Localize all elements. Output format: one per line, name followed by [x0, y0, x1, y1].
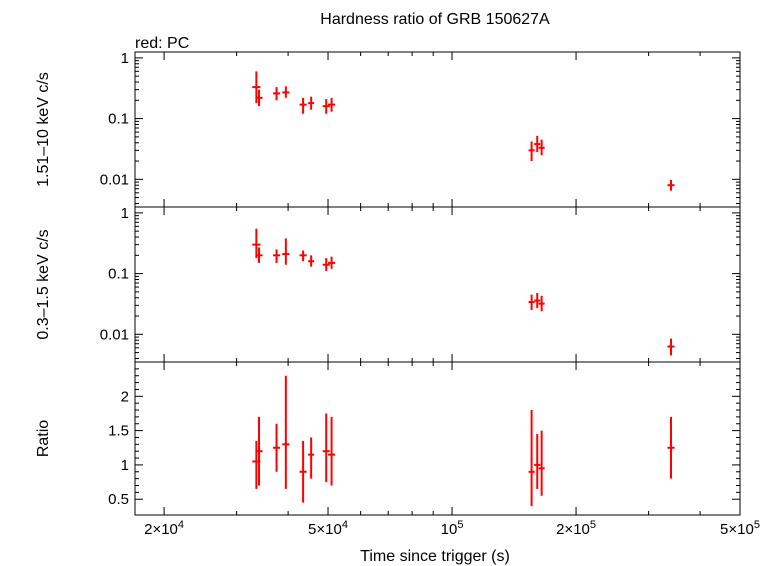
panels-layer: 1 0.1 0.01 1.51–10 keV c/s 1 0.1 0.01 0.3–1.5 k… — [35, 50, 760, 538]
data-point — [534, 135, 541, 153]
y-tick-label: 1.5 — [108, 423, 129, 440]
x-tick-mantissa: 5×10 — [308, 521, 342, 538]
data-point — [534, 292, 541, 309]
y-tick-label: 0.01 — [100, 326, 129, 343]
panel-frame — [134, 51, 741, 208]
data-point — [255, 247, 263, 263]
y-tick-label: 1 — [121, 457, 129, 474]
data-point — [252, 228, 261, 259]
x-tick-exponent: 4 — [178, 519, 184, 531]
data-point — [667, 338, 675, 356]
y-tick-label: 0.5 — [108, 491, 129, 508]
panel-1: 1 0.1 0.01 1.51–10 keV c/s — [35, 50, 741, 208]
x-tick-label: 5×105 — [720, 519, 760, 538]
data-point — [538, 430, 545, 496]
data-point — [299, 97, 307, 114]
data-point — [528, 141, 535, 162]
x-axis-label: Time since trigger (s) — [360, 548, 510, 565]
y-tick-label: 1 — [121, 205, 129, 222]
x-tick-exponent: 4 — [342, 519, 348, 531]
x-tick-mantissa: 5×10 — [720, 521, 754, 538]
x-tick-label: 105 — [441, 519, 464, 538]
data-point — [273, 249, 281, 263]
y-tick-label: 0.01 — [100, 171, 129, 188]
x-tick-exponent: 5 — [457, 519, 463, 531]
data-point — [328, 97, 336, 112]
y-axis-label: 1.51–10 keV c/s — [35, 72, 52, 187]
data-point — [282, 238, 290, 265]
data-point — [299, 250, 307, 262]
data-point — [308, 437, 315, 479]
data-point — [528, 410, 535, 507]
data-point — [273, 87, 281, 101]
data-point — [255, 416, 263, 486]
y-tick-label: 1 — [121, 50, 129, 67]
x-tick-label: 2×104 — [144, 519, 184, 538]
data-point — [255, 89, 263, 107]
chart-title: Hardness ratio of GRB 150627A — [320, 11, 550, 28]
x-tick-exponent: 5 — [754, 519, 760, 531]
data-point — [308, 96, 315, 110]
data-point — [538, 139, 545, 156]
data-point — [299, 440, 307, 503]
panel-frame — [134, 206, 741, 363]
y-tick-label: 0.1 — [108, 111, 129, 128]
data-point — [282, 86, 290, 98]
x-tick-mantissa: 2×10 — [144, 521, 178, 538]
data-point — [667, 179, 675, 191]
data-point — [534, 434, 541, 489]
data-point — [538, 295, 545, 312]
x-tick-mantissa: 10 — [441, 521, 458, 538]
data-point — [322, 99, 330, 114]
x-tick-label: 2×105 — [556, 519, 596, 538]
panel-2: 1 0.1 0.01 0.3–1.5 keV c/s — [35, 205, 741, 363]
data-point — [328, 256, 336, 269]
x-tick-mantissa: 2×10 — [556, 521, 590, 538]
y-tick-label: 2 — [121, 388, 129, 405]
data-point — [528, 294, 535, 311]
panel-frame — [134, 361, 741, 516]
chart-subtitle: red: PC — [135, 35, 189, 52]
data-point — [273, 423, 281, 472]
y-axis-label: Ratio — [35, 420, 52, 457]
data-point — [308, 255, 315, 267]
data-point — [667, 416, 675, 479]
x-tick-label: 5×104 — [308, 519, 348, 538]
panel-3: 0.5 1 1.5 2 Ratio — [35, 361, 741, 516]
y-axis-label: 0.3–1.5 keV c/s — [35, 229, 52, 339]
data-point — [322, 413, 330, 483]
y-tick-label: 0.1 — [108, 266, 129, 283]
x-tick-exponent: 5 — [590, 519, 596, 531]
data-point — [322, 258, 330, 272]
data-point — [282, 375, 290, 489]
data-point — [328, 416, 336, 486]
